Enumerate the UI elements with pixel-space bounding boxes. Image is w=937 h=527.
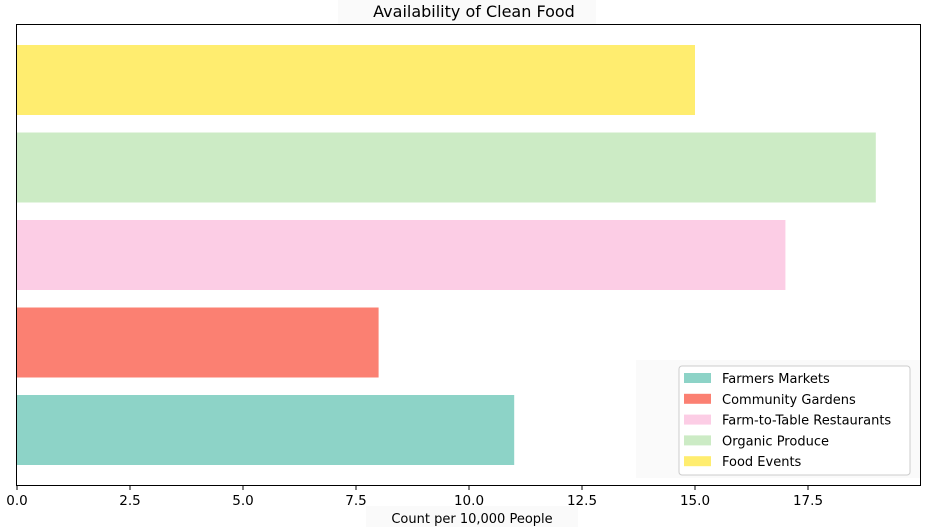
x-tick-label: 2.5 (119, 493, 140, 509)
x-tick-label: 7.5 (345, 493, 366, 509)
x-tick-label: 17.5 (793, 493, 823, 509)
x-axis-label: Count per 10,000 People (391, 512, 552, 527)
legend-swatch (684, 435, 711, 446)
legend-box (678, 365, 911, 476)
title-background (338, 0, 596, 24)
x-tick-label: 12.5 (567, 493, 597, 509)
legend-swatch (684, 414, 711, 425)
legend-label: Farm-to-Table Restaurants (722, 414, 891, 429)
bar-food-events (17, 45, 695, 115)
bar-group (17, 45, 876, 465)
chart-title: Availability of Clean Food (373, 2, 575, 21)
legend-label: Community Gardens (722, 393, 856, 408)
bar-farmers-markets (17, 395, 515, 465)
xlabel-background (366, 506, 578, 527)
legend-swatch (684, 456, 711, 467)
x-tick-label: 5.0 (232, 493, 253, 509)
legend-swatch (684, 393, 711, 404)
x-axis-ticks: 0.0 2.5 5.0 7.5 10.0 12.5 15.0 17.5 (6, 485, 823, 509)
legend-label: Organic Produce (722, 434, 829, 449)
legend-label: Food Events (722, 455, 802, 470)
bar-organic-produce (17, 132, 876, 203)
legend: Farmers Markets Community Gardens Farm-to-… (636, 360, 920, 478)
bar-farm-to-table-restaurants (17, 220, 786, 290)
x-tick-label: 0.0 (6, 493, 27, 509)
legend-swatch (684, 373, 711, 383)
legend-label: Farmers Markets (722, 372, 830, 387)
bar-community-gardens (17, 307, 379, 378)
x-tick-label: 10.0 (454, 493, 484, 509)
x-tick-label: 15.0 (680, 493, 710, 509)
